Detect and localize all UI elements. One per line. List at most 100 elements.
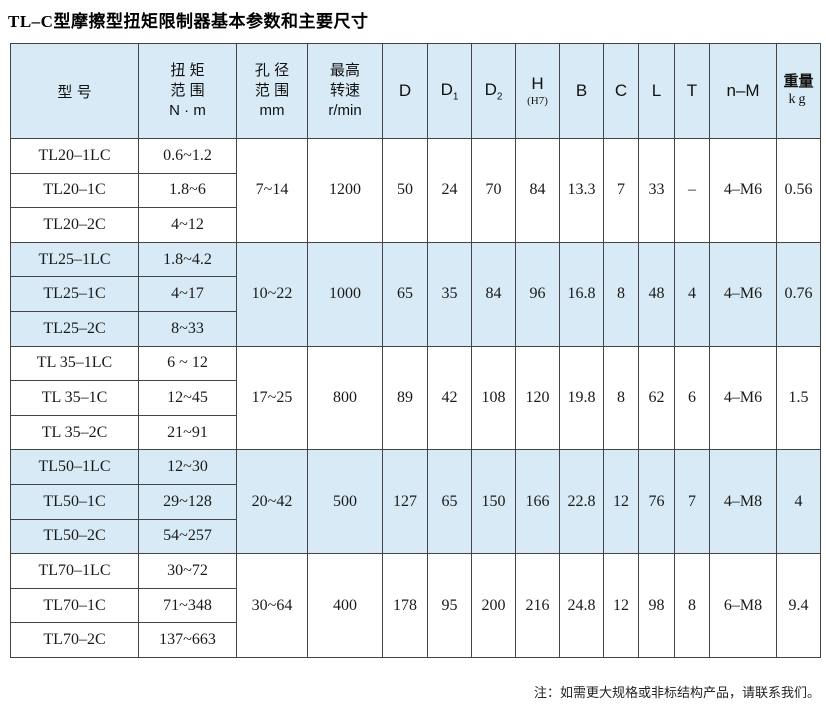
table-row: TL 35–2C 21~91 [10,414,821,451]
cell-D: 50 [382,138,428,243]
cell-torque: 8~33 [138,310,237,347]
cell-C: 12 [603,553,639,658]
cell-torque: 21~91 [138,414,237,451]
cell-D1: 35 [427,241,472,347]
cell-B: 19.8 [559,345,604,451]
cell-C: 7 [603,138,639,243]
cell-torque: 12~30 [138,449,237,485]
cell-model: TL50–2C [10,518,139,555]
cell-L: 33 [638,138,675,243]
cell-bore: 7~14 [236,138,308,243]
header-line: N · m [169,102,206,120]
table-header-row: 型 号 扭 矩 范 围 N · m 孔 径 范 围 mm 最高 转速 r/min… [10,43,821,139]
table-row: TL25–1C 4~17 [10,276,821,312]
header-line: r/min [328,102,362,120]
header-subscript: 2 [496,91,503,103]
table-row: TL 35–1C 12~45 [10,380,821,416]
cell-H: 216 [515,553,560,658]
cell-C: 8 [603,345,639,451]
cell-L: 62 [638,345,675,451]
header-line: 转速 [329,81,360,99]
cell-model: TL20–2C [10,207,139,243]
cell-speed: 400 [307,553,383,658]
cell-bore: 17~25 [236,345,308,451]
header-line: mm [259,102,285,120]
cell-torque: 30~72 [138,553,237,589]
cell-T: 6 [674,345,710,451]
cell-D1: 95 [427,553,472,658]
cell-L: 48 [638,241,675,347]
table-row: TL70–1C 71~348 [10,587,821,624]
cell-B: 24.8 [559,553,604,658]
cell-D1: 42 [427,345,472,451]
cell-torque: 1.8~4.2 [138,241,237,278]
table-row: TL50–1LC 12~30 20~42 500 127 65 150 166 … [10,449,821,555]
cell-torque: 0.6~1.2 [138,138,237,174]
cell-D1: 65 [427,449,472,555]
cell-D2: 84 [471,241,516,347]
header-tolerance: (H7) [527,94,548,107]
cell-speed: 500 [307,449,383,555]
col-header-L: L [638,43,675,139]
col-header-speed: 最高 转速 r/min [307,43,383,139]
cell-model: TL 35–1C [10,380,139,416]
cell-D1: 24 [427,138,472,243]
cell-nM: 4–M6 [709,345,777,451]
cell-D2: 70 [471,138,516,243]
col-header-bore: 孔 径 范 围 mm [236,43,308,139]
col-header-T: T [674,43,710,139]
cell-nM: 6–M8 [709,553,777,658]
cell-D: 178 [382,553,428,658]
header-line: 范 围 [170,81,205,99]
col-header-D1: D1 [427,43,472,139]
cell-L: 76 [638,449,675,555]
cell-T: 7 [674,449,710,555]
header-line: 孔 径 [254,61,290,79]
table-row: TL50–2C 54~257 [10,518,821,555]
cell-torque: 137~663 [138,622,237,658]
cell-bore: 30~64 [236,553,308,658]
header-symbol: H [531,73,544,93]
cell-D: 65 [382,241,428,347]
cell-torque: 4~17 [138,276,237,312]
col-header-torque: 扭 矩 范 围 N · m [138,43,237,139]
cell-nM: 4–M6 [709,138,777,243]
page-title: TL–C型摩擦型扭矩限制器基本参数和主要尺寸 [8,12,369,31]
cell-torque: 54~257 [138,518,237,555]
cell-H: 120 [515,345,560,451]
table-row: TL25–2C 8~33 [10,310,821,347]
cell-model: TL25–1C [10,276,139,312]
table-row: TL70–2C 137~663 [10,622,821,658]
cell-C: 12 [603,449,639,555]
cell-H: 166 [515,449,560,555]
cell-weight: 0.56 [776,138,821,243]
cell-weight: 4 [776,449,821,555]
header-line: 范 围 [254,81,290,99]
cell-T: – [674,138,710,243]
col-header-H: H (H7) [515,43,560,139]
header-weight-unit: kg [788,91,809,107]
cell-D2: 150 [471,449,516,555]
cell-speed: 1200 [307,138,383,243]
table-row: TL 35–1LC 6 ~ 12 17~25 800 89 42 108 120… [10,345,821,451]
cell-T: 8 [674,553,710,658]
cell-weight: 1.5 [776,345,821,451]
footnote: 注：如需更大规格或非标结构产品，请联系我们。 [533,684,820,700]
col-header-D2: D2 [471,43,516,139]
cell-B: 22.8 [559,449,604,555]
cell-H: 84 [515,138,560,243]
cell-nM: 4–M6 [709,241,777,347]
cell-model: TL70–2C [10,622,139,658]
cell-speed: 800 [307,345,383,451]
cell-torque: 4~12 [138,207,237,243]
header-subscript: 1 [452,91,459,103]
cell-weight: 9.4 [776,553,821,658]
col-header-D: D [382,43,428,139]
cell-model: TL25–1LC [10,241,139,278]
header-weight-label: 重量 [783,73,814,91]
col-header-model: 型 号 [10,43,139,139]
spec-table: 型 号 扭 矩 范 围 N · m 孔 径 范 围 mm 最高 转速 r/min… [10,43,821,658]
header-line: 扭 矩 [170,61,205,79]
header-line: 最高 [329,61,360,79]
cell-bore: 20~42 [236,449,308,555]
